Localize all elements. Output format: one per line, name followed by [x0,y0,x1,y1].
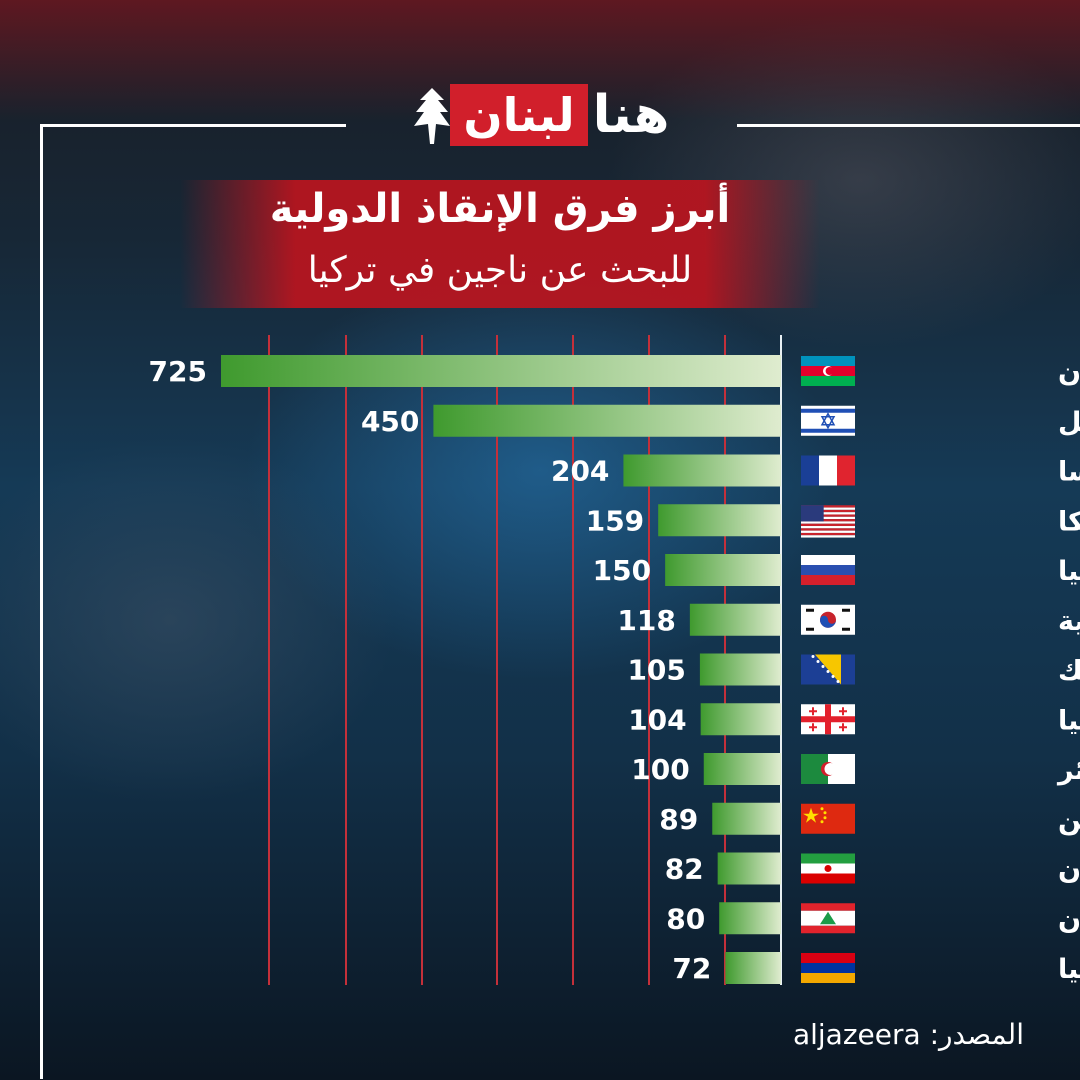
frame-line [737,124,1080,127]
category-label: أمريكا [1058,503,1080,537]
category-label: البوسنة والهرسك [1058,656,1080,687]
value-label: 89 [659,803,698,836]
category-label: إسرائيل [1058,407,1080,438]
bar [665,554,781,586]
source-note: المصدر: aljazeera [793,1018,1024,1051]
value-label: 725 [149,355,207,388]
bar [658,504,781,537]
bar [725,952,781,984]
bar [623,454,781,487]
value-label: 450 [361,405,419,438]
logo-white-part: هنا [592,85,670,145]
category-label: الصين [1058,805,1080,836]
source-value: aljazeera [792,1018,921,1051]
bar [689,603,781,636]
value-label: 105 [627,654,685,687]
bar [703,753,781,785]
south-korea-flag [801,604,855,635]
azerbaijan-flag [801,356,855,386]
china-flag [801,803,855,834]
value-label: 104 [628,703,686,736]
category-label: لبنان [1058,904,1080,935]
logo-red-part: لبنان [450,84,588,146]
value-label: 159 [586,504,644,537]
page-title: أبرز فرق الإنقاذ الدولية [269,186,731,232]
brand-logo: لبنان هنا [410,80,672,152]
frame-line [40,124,346,127]
iran-flag [801,853,855,884]
value-label: 150 [593,554,651,587]
category-label: فرنسا [1058,457,1080,488]
lebanon-flag [801,903,855,934]
category-label: أرمينيا [1058,951,1080,985]
algeria-flag [801,754,855,784]
cedar-icon [414,88,450,144]
france-flag [801,455,855,486]
bar [433,404,781,437]
source-label: المصدر: [929,1018,1024,1051]
category-label: الجزائر [1056,755,1080,786]
bar [221,355,781,387]
bar [719,902,781,935]
bar [717,852,781,885]
value-label: 72 [672,952,711,985]
value-label: 100 [631,753,689,786]
bar [712,802,781,835]
frame-line [40,124,43,1079]
category-label: أذربيجان [1058,354,1080,388]
israel-flag [801,405,855,436]
page-subtitle: للبحث عن ناجين في تركيا [307,250,693,291]
value-label: 118 [617,604,675,637]
bar [699,653,781,686]
category-label: إيران [1058,855,1080,886]
georgia-flag [801,704,855,735]
category-label: كوريا الجنوبية [1058,606,1080,637]
russia-flag [801,555,855,585]
usa-flag [801,505,855,538]
category-label: روسيا [1058,556,1080,587]
value-label: 204 [551,455,609,488]
category-label: جورجيا [1058,705,1080,736]
value-label: 82 [665,853,704,886]
value-label: 80 [666,902,705,935]
armenia-flag [801,953,855,983]
title-banner [180,180,820,308]
bosnia-flag [801,654,855,685]
bar [700,703,781,736]
